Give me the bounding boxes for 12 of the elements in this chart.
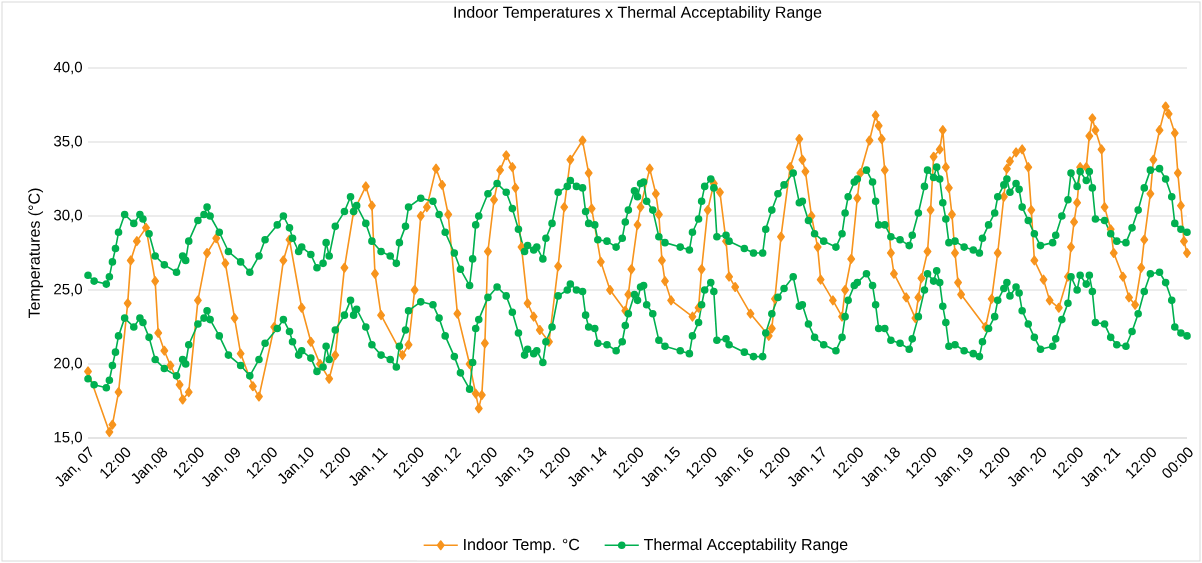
chart-title: Indoor Temperatures x Thermal Acceptability Range [454,6,822,22]
x-tick-label: Jan, 11 [349,447,388,486]
y-tick-label: 20,0 [54,357,83,371]
y-axis-title: Temperatures (°C) [28,188,44,319]
legend-label: Indoor Temp. °C [464,538,580,554]
legend-label: Thermal Acceptability Range [643,538,848,554]
y-tick-label: 30,0 [53,209,83,223]
x-tick-label: Jan, 07 [55,446,93,487]
y-tick-label: 40,0 [53,61,83,75]
y-tick-label: 15,0 [54,431,83,445]
y-tick-label: 25,0 [54,283,83,297]
y-tick-label: 35,0 [53,135,83,149]
